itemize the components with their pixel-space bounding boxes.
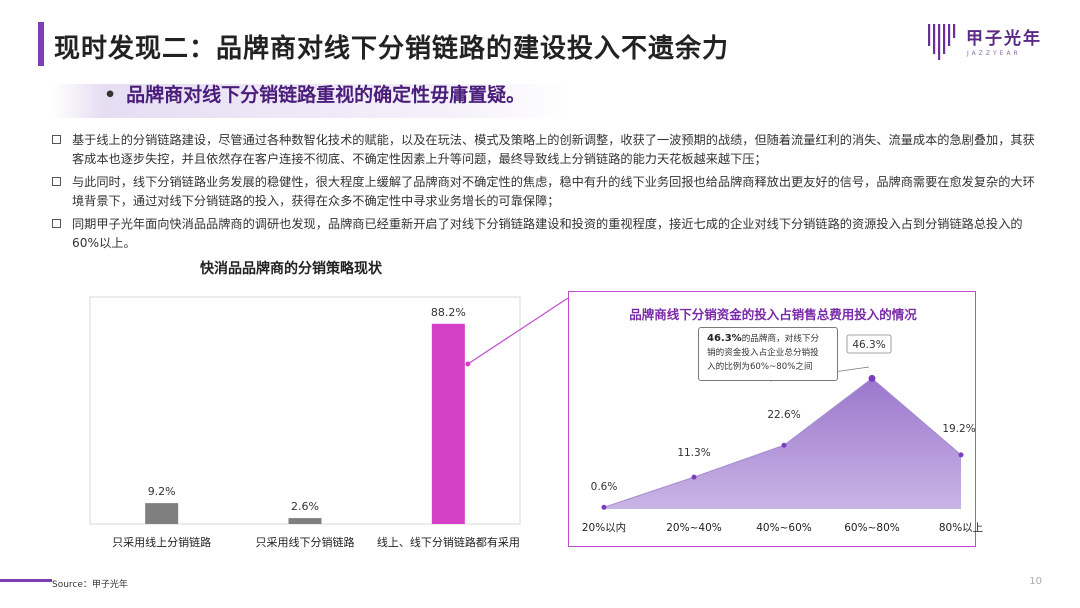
bullet-text: 与此同时，线下分销链路业务发展的稳健性，很大程度上缓解了品牌商对不确定性的焦虑，… (72, 175, 1035, 208)
bullet-list: 基于线上的分销链路建设，尽管通过各种数智化技术的赋能，以及在玩法、模式及策略上的… (52, 131, 1042, 257)
bullet-item: 基于线上的分销链路建设，尽管通过各种数智化技术的赋能，以及在玩法、模式及策略上的… (52, 131, 1042, 169)
bar (431, 323, 465, 524)
page-title: 现时发现二：品牌商对线下分销链路的建设投入不遗余力 (54, 34, 730, 64)
bar-plot-frame (89, 296, 521, 525)
bullet-item: 与此同时，线下分销链路业务发展的稳健性，很大程度上缓解了品牌商对不确定性的焦虑，… (52, 173, 1042, 211)
brand-mark-icon (928, 24, 956, 60)
annotation-highlight: 46.3% (707, 333, 742, 344)
checkbox-square-icon (52, 135, 61, 144)
bar-value-label: 88.2% (431, 306, 466, 319)
bar-category-label: 只采用线下分销链路 (256, 535, 355, 549)
section-subtitle: • 品牌商对线下分销链路重视的确定性毋庸置疑。 (104, 80, 525, 107)
annotation-line3: 入的比例为60%~80%之间 (707, 362, 813, 372)
bullet-text: 同期甲子光年面向快消品品牌商的调研也发现，品牌商已经重新开启了对线下分销链路建设… (72, 217, 1023, 250)
bullet-item: 同期甲子光年面向快消品品牌商的调研也发现，品牌商已经重新开启了对线下分销链路建设… (52, 215, 1042, 253)
bar-chart-title: 快消品品牌商的分销策略现状 (200, 261, 382, 277)
bar (288, 518, 322, 524)
subtitle-bullet: • (104, 84, 117, 106)
subtitle-highlight (52, 84, 572, 118)
subtitle-text: 品牌商对线下分销链路重视的确定性毋庸置疑。 (126, 84, 526, 106)
connector-line (467, 297, 569, 365)
checkbox-square-icon (52, 219, 61, 228)
bullet-text: 基于线上的分销链路建设，尽管通过各种数智化技术的赋能，以及在玩法、模式及策略上的… (72, 133, 1035, 166)
area-chart-title: 品牌商线下分销资金的投入占销售总费用投入的情况 (629, 307, 917, 322)
annotation-callout: 46.3%的品牌商，对线下分 销的资金投入占企业总分销投 入的比例为60%~80… (698, 327, 838, 381)
brand-logo: 甲子光年 JAZZYEAR (926, 20, 1046, 70)
bar-value-label: 2.6% (291, 500, 319, 513)
source-note: Source：甲子光年 (52, 580, 128, 590)
footer-accent-line (0, 579, 52, 582)
checkbox-square-icon (52, 177, 61, 186)
bar-category-label: 线上、线下分销链路都有采用 (377, 535, 520, 549)
connector-dot (465, 361, 471, 367)
bar-value-label: 9.2% (148, 485, 176, 498)
bar-category-label: 只采用线上分销链路 (112, 535, 211, 549)
brand-subtitle: JAZZYEAR (967, 50, 1021, 57)
title-accent-bar (38, 22, 44, 66)
annotation-line2: 销的资金投入占企业总分销投 (707, 348, 819, 358)
brand-name: 甲子光年 (966, 29, 1042, 49)
bar (145, 503, 179, 524)
page-number: 10 (1029, 576, 1042, 587)
annotation-line1: 的品牌商，对线下分 (741, 334, 820, 344)
